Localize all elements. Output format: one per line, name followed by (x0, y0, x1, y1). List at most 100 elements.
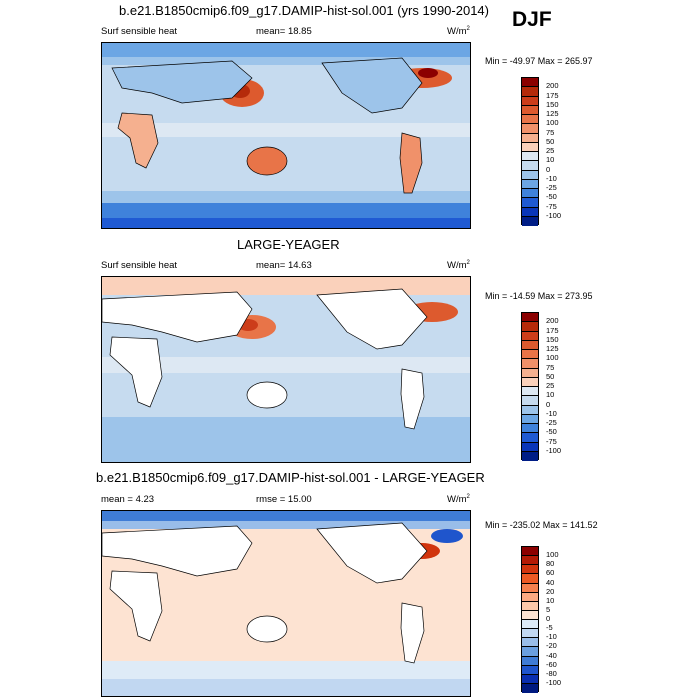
panel1-colorbar-tick-label: 125 (546, 109, 559, 118)
panel3-units-base: W/m (447, 494, 467, 506)
panel3-minmax: Min = -235.02 Max = 141.52 (485, 520, 598, 530)
panel1-colorbar-tick-label: -50 (546, 192, 557, 202)
panel2-colorbar-tick-label: 125 (546, 344, 559, 353)
panel2-colorbar-tick-label: 75 (546, 362, 555, 372)
panel1-colorbar-cell (522, 170, 538, 180)
panel3-colorbar-tick-label: 60 (546, 568, 555, 578)
panel1-colorbar-tick-label: 200 (546, 81, 559, 91)
panel1-colorbar-cell (522, 189, 538, 199)
panel2-colorbar-tick-label: -100 (546, 445, 562, 455)
panel3-map (101, 510, 471, 697)
panel3-colorbar-cell (522, 592, 538, 602)
panel1-colorbar-cell (522, 87, 538, 97)
panel1-colorbar-cell (522, 152, 538, 162)
panel2-colorbar-cell (522, 396, 538, 406)
panel3-colorbar-cell (522, 547, 538, 557)
panel1-colorbar-tick-label: 50 (546, 136, 555, 146)
panel1-colorbar-cell (522, 115, 538, 125)
panel1-mean-label: mean= 18.85 (256, 26, 312, 37)
panel2-colorbar-cell (522, 451, 538, 461)
panel1-map (101, 42, 471, 229)
panel3-colorbar-tick-label: -20 (546, 641, 557, 651)
panel3-colorbar-tick-label: -40 (546, 650, 557, 660)
panel3-colorbar-tick-label: 10 (546, 595, 555, 605)
panel2-colorbar-cell (522, 359, 538, 369)
panel1-colorbar-cell (522, 198, 538, 208)
panel2-colorbar-cell (522, 340, 538, 350)
panel2-units-exp: 2 (466, 260, 470, 266)
panel1-colorbar-cell (522, 133, 538, 143)
panel3-colorbar-cell (522, 574, 538, 584)
panel1-colorbar-tick-label: 10 (546, 155, 555, 165)
panel3-colorbar-cell (522, 674, 538, 684)
panel3-colorbar-cell (522, 647, 538, 657)
panel3-units-exp: 2 (466, 494, 470, 500)
panel2-colorbar-tick-label: 200 (546, 316, 559, 326)
panel2-colorbar-cell (522, 424, 538, 434)
panel3-colorbar-tick-label: -100 (546, 677, 562, 687)
panel3-colorbar-tick-label: -10 (546, 632, 557, 642)
panel2-title: LARGE-YEAGER (237, 237, 340, 252)
panel2-colorbar-tick-label: 175 (546, 325, 559, 335)
panel1-colorbar-cell (522, 78, 538, 88)
panel1-colorbar-tick-label: -75 (546, 201, 557, 211)
season-label: DJF (512, 8, 552, 31)
panel3-colorbar-tick-label: 40 (546, 577, 555, 587)
panel1-colorbar-tick-label: 25 (546, 146, 555, 155)
panel1-units-exp: 2 (466, 26, 470, 32)
panel3-colorbar-cell (522, 565, 538, 575)
panel1-colorbar-cell (522, 96, 538, 106)
panel2-map (101, 276, 471, 463)
panel3-colorbar-tick-label: -60 (546, 659, 557, 669)
panel3-colorbar-tick-label: 0 (546, 614, 551, 623)
panel1-colorbar-tick-label: -100 (546, 210, 562, 220)
panel3-mean-label: mean = 4.23 (101, 494, 155, 505)
panel3-title: b.e21.B1850cmip6.f09_g17.DAMIP-hist-sol.… (96, 470, 485, 485)
panel1-colorbar-tick-label: 175 (546, 90, 559, 100)
panel3-colorbar-tick-label: 80 (546, 559, 555, 569)
panel2-units-base: W/m (447, 260, 467, 272)
panel1-colorbar-tick-label: 150 (546, 99, 559, 109)
panel1-units-base: W/m (447, 26, 467, 38)
panel2-colorbar-cell (522, 387, 538, 397)
panel2-colorbar-cell (522, 350, 538, 360)
panel1-colorbar-tick-label: 100 (546, 118, 559, 128)
panel3-colorbar-tick-label: 100 (546, 550, 559, 560)
panel3-colorbar-cell (522, 556, 538, 566)
panel3-colorbar-cell (522, 601, 538, 611)
panel1-minmax: Min = -49.97 Max = 265.97 (485, 56, 593, 66)
panel3-colorbar-tick-label: 20 (546, 586, 555, 596)
panel2-colorbar-cell (522, 442, 538, 452)
panel3-colorbar-cell (522, 629, 538, 639)
panel2-colorbar-tick-label: 100 (546, 353, 559, 363)
panel1-colorbar-tick-label: 75 (546, 127, 555, 137)
panel2-colorbar-tick-label: -25 (546, 418, 557, 427)
panel3-colorbar-cell (522, 683, 538, 693)
panel3-colorbar-tick-label: -5 (546, 623, 553, 633)
panel2-variable-label: Surf sensible heat (101, 260, 178, 271)
panel3-colorbar-cell (522, 656, 538, 666)
panel2-colorbar-cell (522, 368, 538, 378)
panel2-colorbar-tick-label: 50 (546, 371, 555, 381)
panel3-units: W/m2 (447, 494, 470, 505)
panel2-colorbar-tick-label: 10 (546, 390, 555, 400)
panel2-colorbar-tick-label: 150 (546, 334, 559, 344)
panel2-colorbar-cell (522, 322, 538, 332)
panel1-colorbar-cell (522, 142, 538, 152)
panel2-colorbar-cell (522, 313, 538, 323)
panel2-colorbar-cell (522, 414, 538, 424)
panel1-colorbar-tick-label: -10 (546, 173, 557, 183)
panel2-colorbar (521, 312, 539, 461)
panel1-variable-label: Surf sensible heat (101, 26, 178, 37)
panel3-colorbar (521, 546, 539, 693)
panel1-colorbar (521, 77, 539, 226)
panel3-colorbar-tick-label: -80 (546, 668, 557, 678)
panel3-colorbar-tick-label: 5 (546, 604, 551, 614)
panel2-colorbar-cell (522, 405, 538, 415)
panel3-colorbar-cell (522, 583, 538, 593)
panel1-colorbar-cell (522, 179, 538, 189)
panel3-colorbar-cell (522, 610, 538, 620)
panel2-colorbar-tick-label: -50 (546, 427, 557, 437)
panel1-colorbar-cell (522, 124, 538, 134)
panel3-colorbar-cell (522, 638, 538, 648)
